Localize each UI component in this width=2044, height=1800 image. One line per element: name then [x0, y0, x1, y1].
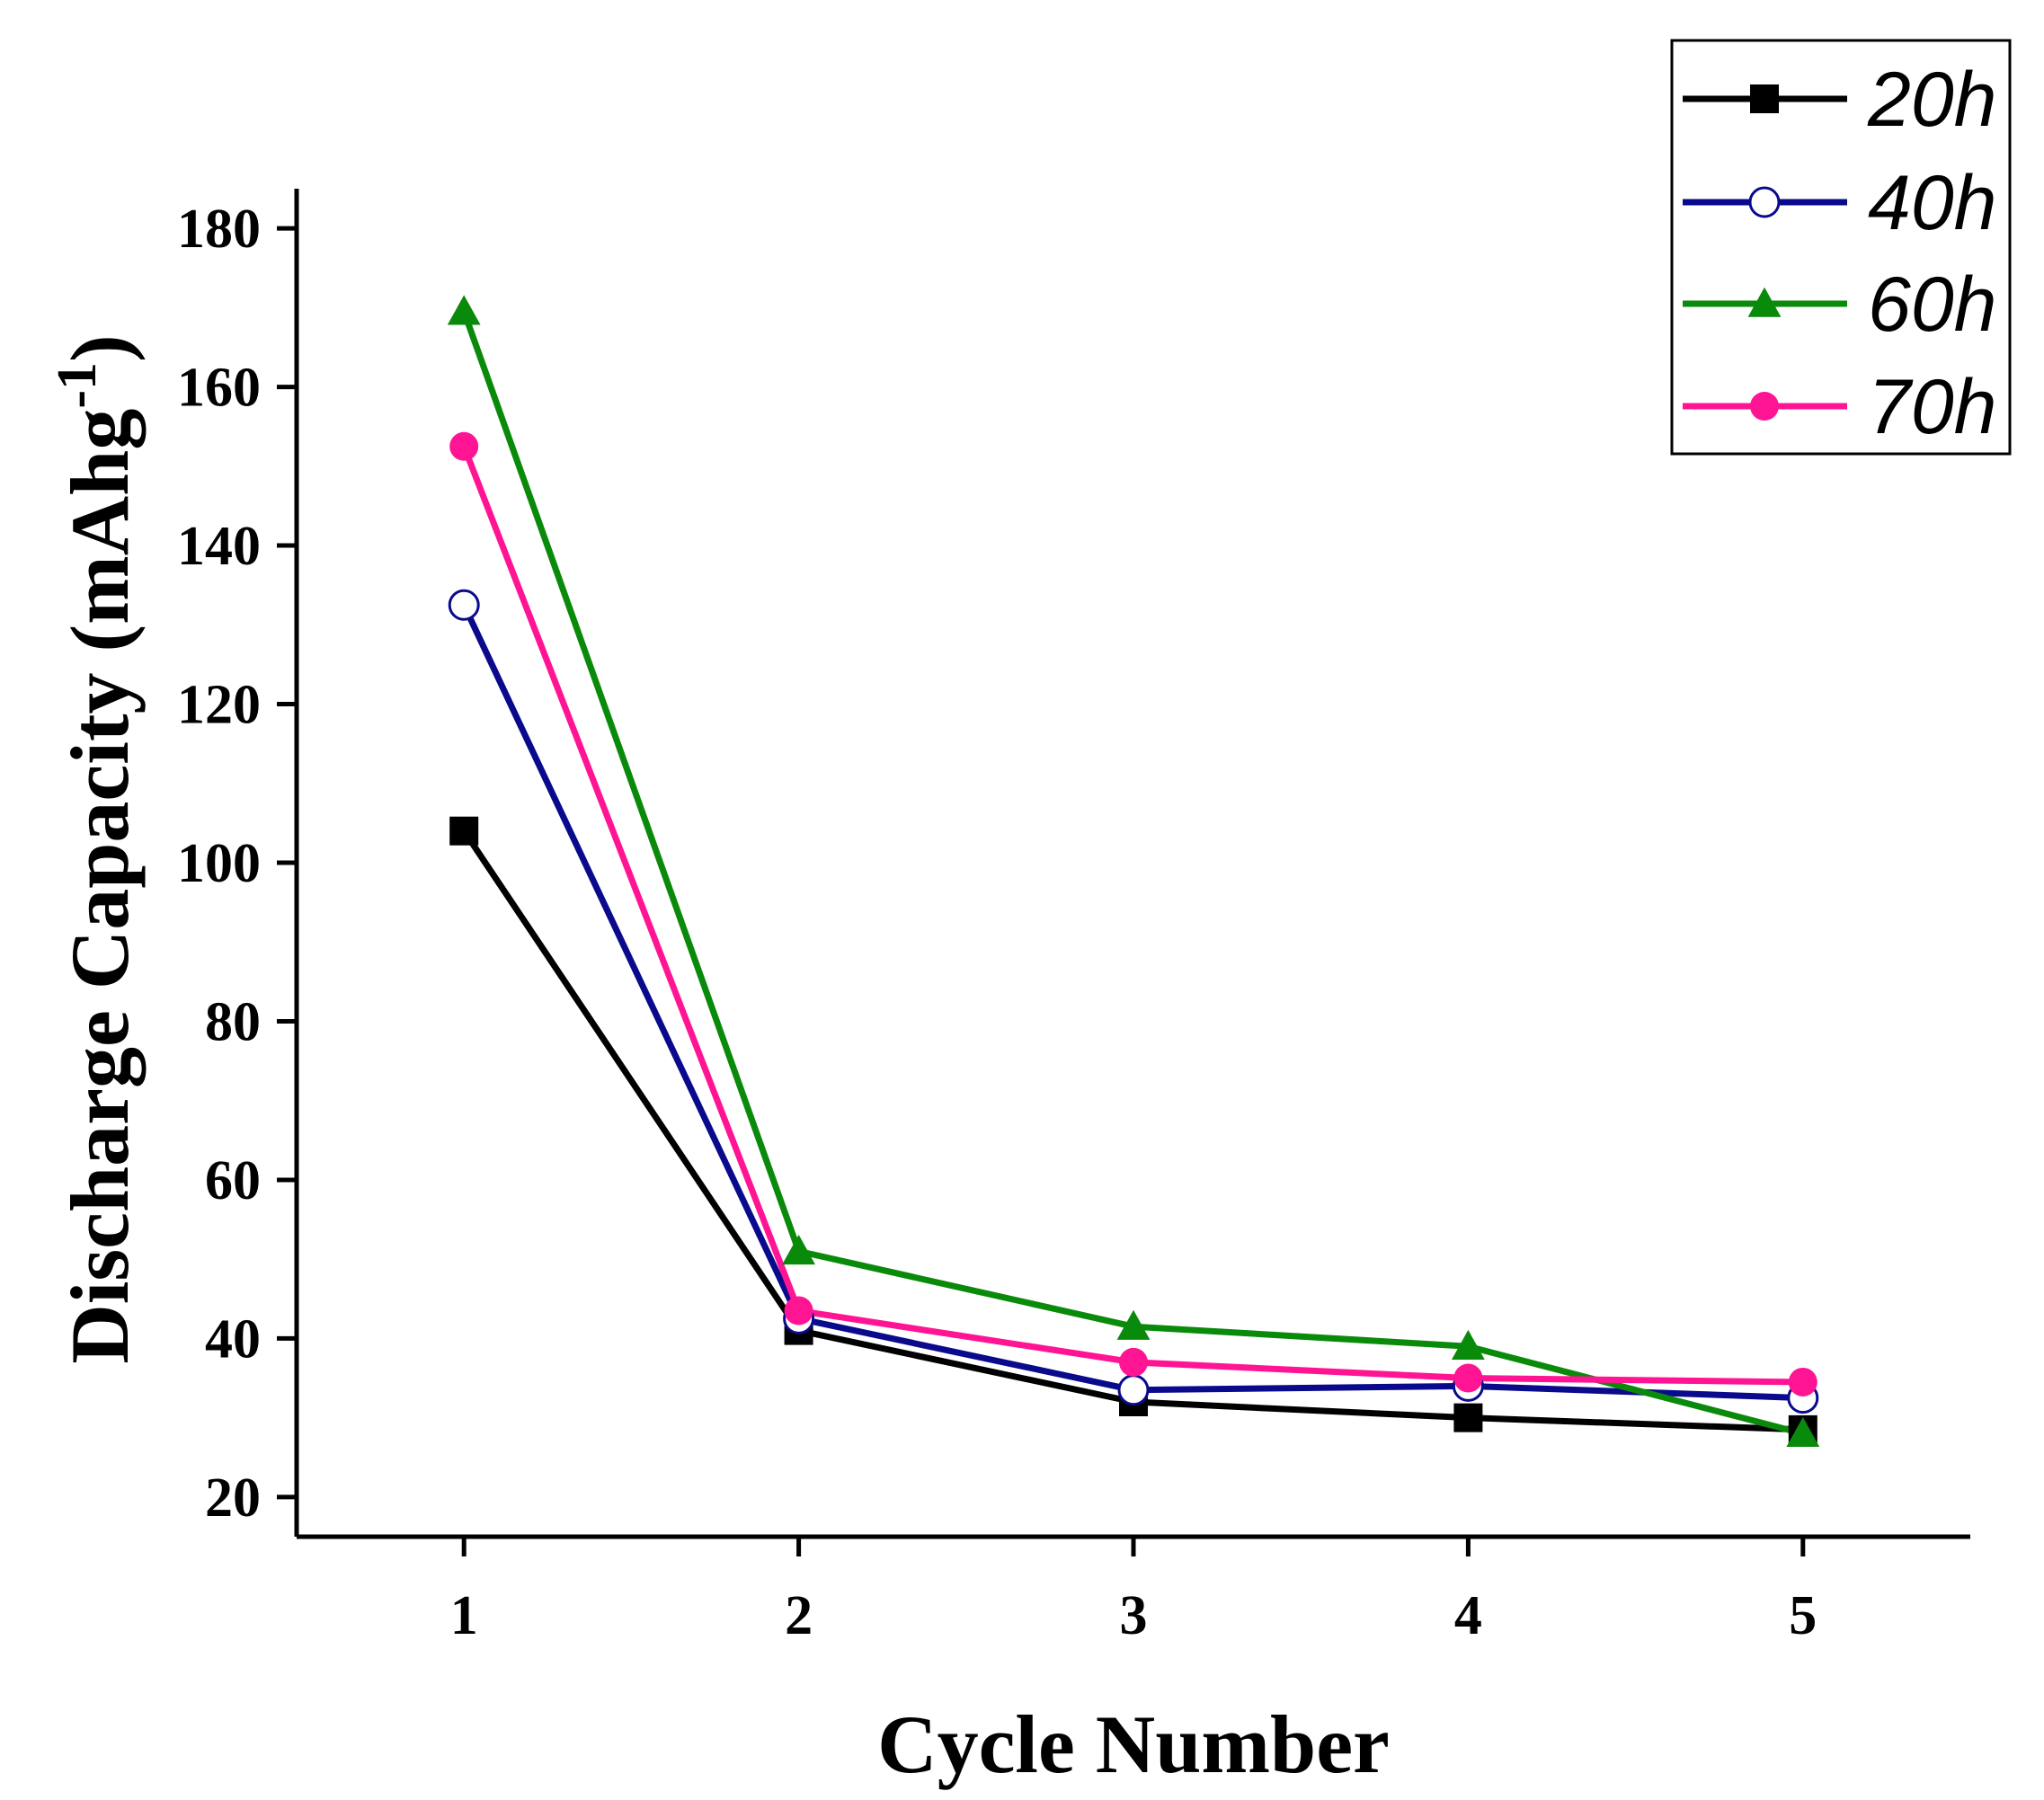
data-point-70h-3 [1119, 1347, 1148, 1377]
legend-label-20h: 20h [1867, 57, 1997, 143]
data-point-70h-1 [449, 431, 479, 461]
data-point-40h-1 [448, 589, 480, 621]
data-point-60h-2 [782, 1234, 815, 1265]
data-point-20h-1 [449, 816, 479, 846]
data-point-60h-5 [1786, 1416, 1820, 1448]
series-line-20h [461, 829, 1803, 1433]
legend-marker-40h [1748, 186, 1781, 218]
data-point-70h-2 [784, 1296, 813, 1326]
legend-marker-70h [1750, 392, 1779, 421]
y-tick-label: 40 [205, 1308, 261, 1370]
legend: 20h 40h 60h 70h [1670, 39, 2012, 456]
y-tick-label: 100 [177, 833, 261, 894]
data-point-70h-5 [1788, 1367, 1817, 1397]
data-point-60h-3 [1116, 1309, 1151, 1340]
x-tick-label: 5 [1789, 1585, 1817, 1646]
data-point-70h-4 [1453, 1363, 1483, 1393]
x-tick-label: 1 [450, 1585, 478, 1646]
x-tick-label: 2 [785, 1585, 813, 1646]
data-point-60h-4 [1452, 1329, 1485, 1360]
data-point-40h-3 [1117, 1374, 1150, 1406]
x-tick-label: 4 [1454, 1585, 1482, 1646]
x-axis-title: Cycle Number [877, 1698, 1390, 1790]
y-axis-title-main: Discharge Capacity (mAhg [54, 409, 146, 1364]
y-tick-label: 20 [205, 1467, 261, 1529]
legend-label-40h: 40h [1868, 160, 1997, 246]
y-tick-label: 140 [177, 516, 261, 577]
legend-marker-20h [1750, 84, 1779, 113]
legend-frame [1670, 39, 2012, 456]
series-line-70h [460, 445, 1803, 1386]
data-point-60h-1 [447, 295, 481, 325]
x-tick-label: 3 [1120, 1585, 1148, 1646]
series-lines [460, 310, 1804, 1437]
y-tick-label: 120 [177, 675, 261, 736]
y-tick-label: 80 [205, 991, 261, 1052]
data-point-20h-4 [1453, 1403, 1483, 1432]
x-ticks: 1 2 3 4 5 [450, 1537, 1817, 1646]
y-axis-title-superscript: -1 [47, 362, 108, 409]
y-ticks: 20 40 60 80 100 120 140 160 180 [177, 199, 297, 1529]
legend-label-70h: 70h [1868, 364, 1997, 450]
legend-marker-60h [1747, 287, 1782, 317]
series-markers [447, 295, 1820, 1448]
y-tick-label: 180 [177, 199, 261, 260]
series-line-60h [460, 310, 1804, 1437]
y-axis-title-close: ) [54, 334, 146, 362]
legend-label-60h: 60h [1868, 262, 1997, 348]
series-line-40h [461, 603, 1803, 1402]
y-tick-label: 160 [177, 358, 261, 419]
y-tick-label: 60 [205, 1150, 261, 1211]
y-axis-title: Discharge Capacity (mAhg-1) [47, 334, 146, 1363]
